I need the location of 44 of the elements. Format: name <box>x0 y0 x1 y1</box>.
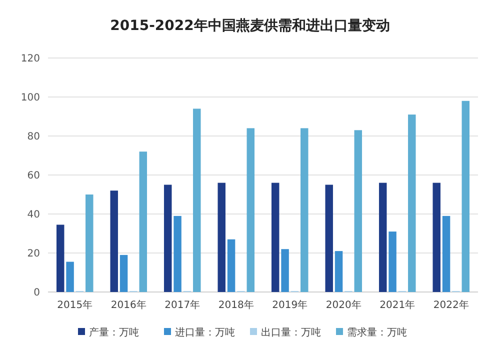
y-tick-label: 40 <box>27 210 40 220</box>
bar <box>246 128 255 292</box>
y-tick-label: 60 <box>27 170 40 182</box>
bar <box>56 224 64 292</box>
y-tick-label: 100 <box>20 92 40 104</box>
x-tick-label: 2015年 <box>57 299 93 311</box>
x-tick-label: 2019年 <box>272 299 308 311</box>
y-tick-label: 80 <box>27 132 40 142</box>
chart-title: 2015-2022年中国燕麦供需和进出口量变动 <box>110 17 390 34</box>
x-tick-label: 2021年 <box>380 299 416 311</box>
y-tick-label: 20 <box>27 248 40 260</box>
bar <box>110 190 118 292</box>
x-tick-label: 2018年 <box>218 299 254 311</box>
bar <box>325 184 333 292</box>
bar <box>432 182 440 292</box>
legend-label: 出口量：万吨 <box>261 326 321 338</box>
bar <box>442 216 450 292</box>
bar <box>120 254 128 292</box>
legend-label: 需求量：万吨 <box>347 326 407 338</box>
legend-label: 产量：万吨 <box>89 326 139 338</box>
bar <box>66 262 74 292</box>
bar <box>164 184 172 292</box>
x-tick-label: 2017年 <box>164 299 200 311</box>
bar <box>354 130 362 292</box>
bar <box>227 239 236 292</box>
bar <box>139 152 148 292</box>
bar <box>408 114 416 292</box>
x-tick-label: 2020年 <box>326 299 362 311</box>
bar <box>193 108 201 292</box>
bar <box>388 232 396 292</box>
x-tick-label: 2022年 <box>433 299 469 311</box>
legend-label: 进口量：万吨 <box>175 326 235 338</box>
bar <box>300 128 308 292</box>
bar <box>174 216 182 292</box>
x-tick-label: 2016年 <box>110 299 146 311</box>
bar <box>462 100 470 292</box>
y-tick-label: 0 <box>34 288 40 298</box>
bar <box>378 182 387 292</box>
bar <box>281 249 289 292</box>
bar <box>271 182 280 292</box>
bar <box>218 182 226 292</box>
bar <box>334 251 343 292</box>
bar <box>86 194 94 292</box>
y-tick-label: 120 <box>20 54 40 64</box>
